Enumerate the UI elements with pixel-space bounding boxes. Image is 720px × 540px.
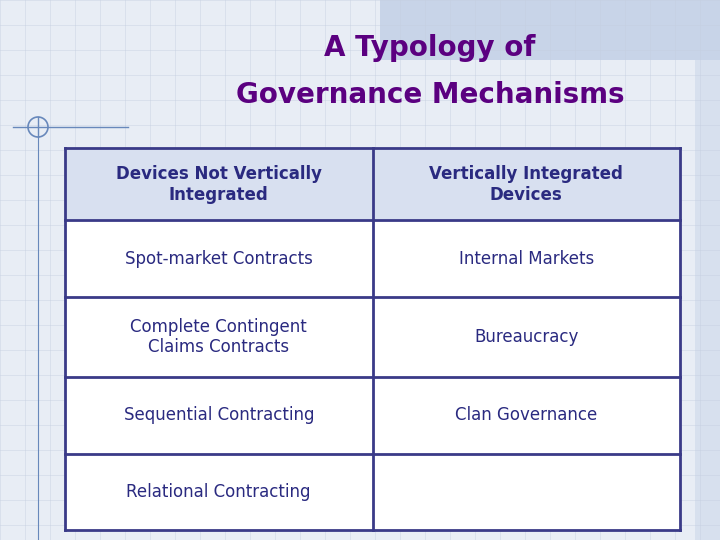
Text: Vertically Integrated
Devices: Vertically Integrated Devices: [429, 165, 624, 204]
Text: Clan Governance: Clan Governance: [455, 407, 598, 424]
Bar: [695, 0, 720, 540]
Text: Bureaucracy: Bureaucracy: [474, 328, 578, 346]
Bar: [65, 148, 680, 530]
Text: Spot-market Contracts: Spot-market Contracts: [125, 249, 312, 268]
Bar: [65, 148, 680, 220]
Text: Complete Contingent
Claims Contracts: Complete Contingent Claims Contracts: [130, 318, 307, 356]
Text: Devices Not Vertically
Integrated: Devices Not Vertically Integrated: [116, 165, 322, 204]
Text: Sequential Contracting: Sequential Contracting: [124, 407, 314, 424]
Text: Relational Contracting: Relational Contracting: [127, 483, 311, 501]
Text: A Typology of: A Typology of: [324, 34, 536, 62]
Text: Governance Mechanisms: Governance Mechanisms: [235, 81, 624, 109]
Bar: [380, 0, 720, 60]
Text: Internal Markets: Internal Markets: [459, 249, 594, 268]
